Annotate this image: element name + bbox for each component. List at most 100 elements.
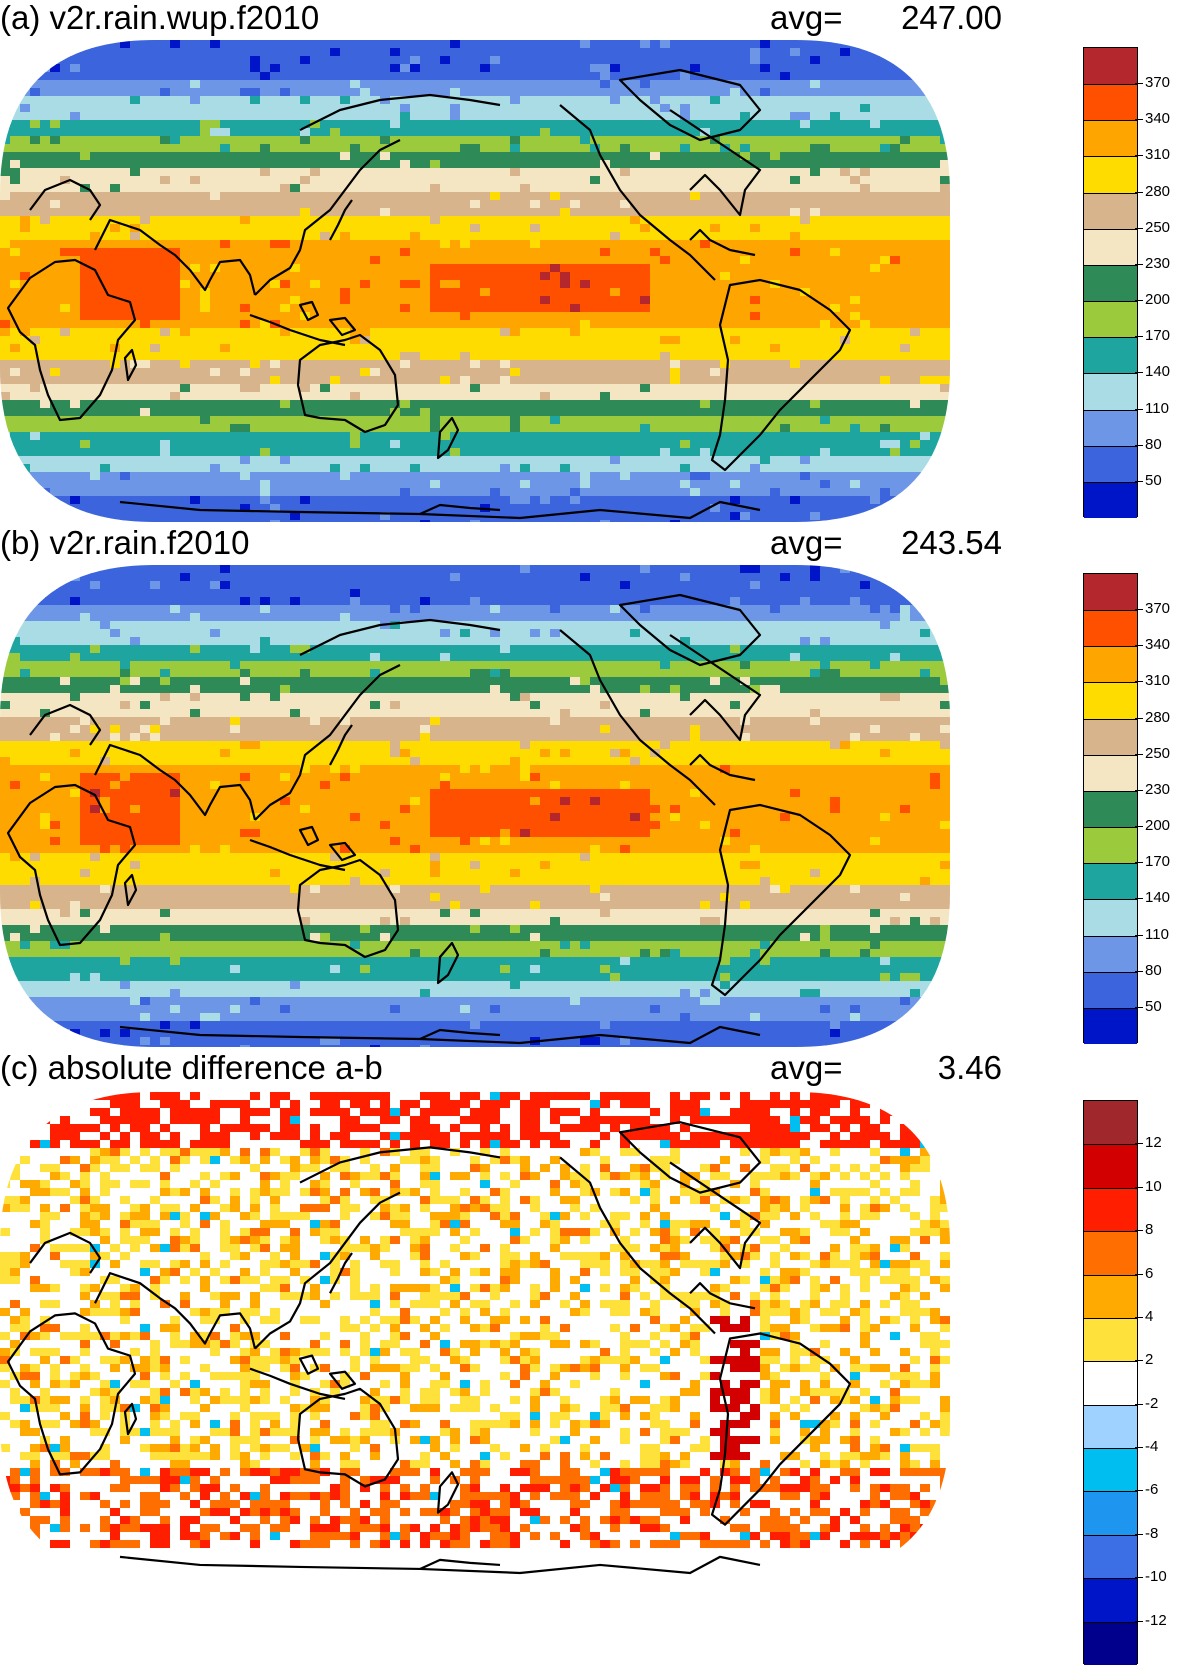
grid-cell (60, 136, 71, 145)
grid-cell (370, 48, 381, 57)
grid-cell (520, 328, 531, 337)
grid-cell (490, 408, 501, 417)
grid-cell (530, 112, 541, 121)
grid-cell (760, 128, 771, 137)
grid-cell (20, 248, 31, 257)
grid-cell (570, 376, 581, 385)
grid-cell (60, 112, 71, 121)
grid-cell (80, 216, 91, 225)
grid-cell (360, 168, 371, 177)
grid-cell (840, 392, 851, 401)
grid-cell (220, 56, 231, 65)
grid-cell (100, 112, 111, 121)
grid-cell (270, 96, 281, 105)
grid-cell (490, 328, 501, 337)
grid-cell (700, 64, 711, 73)
grid-cell (150, 352, 161, 361)
grid-cell (630, 168, 641, 177)
grid-cell (130, 200, 141, 209)
grid-cell (560, 176, 571, 185)
grid-cell (890, 208, 901, 217)
grid-cell (200, 368, 211, 377)
grid-cell (540, 448, 551, 457)
grid-cell (720, 144, 731, 153)
grid-cell (270, 448, 281, 457)
grid-cell (640, 248, 651, 257)
grid-cell (880, 344, 891, 353)
grid-cell (60, 312, 71, 321)
grid-cell (140, 272, 151, 281)
grid-cell (220, 416, 231, 425)
grid-cell (900, 408, 911, 417)
grid-cell (510, 352, 521, 361)
grid-cell (740, 416, 751, 425)
grid-cell (490, 184, 501, 193)
grid-cell (210, 440, 221, 449)
grid-cell (490, 448, 501, 457)
grid-cell (260, 160, 271, 169)
grid-cell (520, 392, 531, 401)
grid-cell (510, 160, 521, 169)
grid-cell (290, 280, 301, 289)
grid-cell (510, 176, 521, 185)
grid-cell (680, 216, 691, 225)
grid-cell (880, 360, 891, 369)
grid-cell (30, 240, 41, 249)
grid-cell (440, 328, 451, 337)
grid-cell (650, 112, 661, 121)
grid-cell (330, 352, 341, 361)
grid-cell (220, 120, 231, 129)
grid-cell (920, 376, 931, 385)
grid-cell (810, 448, 821, 457)
grid-cell (30, 144, 41, 153)
grid-cell (280, 128, 291, 137)
grid-cell (250, 216, 261, 225)
grid-cell (680, 288, 691, 297)
grid-cell (250, 160, 261, 169)
grid-cell (810, 160, 821, 169)
grid-cell (570, 120, 581, 129)
grid-cell (940, 312, 950, 321)
grid-cell (550, 216, 561, 225)
grid-cell (690, 352, 701, 361)
grid-cell (830, 88, 841, 97)
grid-cell (710, 256, 721, 265)
grid-cell (550, 312, 561, 321)
grid-cell (20, 336, 31, 345)
grid-cell (580, 400, 591, 409)
grid-cell (350, 208, 361, 217)
grid-cell (170, 240, 181, 249)
grid-cell (780, 256, 791, 265)
grid-cell (450, 72, 461, 81)
grid-cell (410, 424, 421, 433)
grid-cell (820, 400, 831, 409)
grid-cell (480, 424, 491, 433)
grid-cell (10, 240, 21, 249)
grid-cell (570, 224, 581, 233)
grid-cell (680, 88, 691, 97)
grid-cell (140, 88, 151, 97)
grid-cell (650, 208, 661, 217)
grid-cell (560, 400, 571, 409)
grid-cell (70, 264, 81, 273)
grid-cell (510, 64, 521, 73)
grid-cell (0, 120, 11, 129)
grid-cell (10, 368, 21, 377)
grid-cell (370, 160, 381, 169)
grid-cell (840, 360, 851, 369)
grid-cell (230, 280, 241, 289)
grid-cell (190, 120, 201, 129)
grid-cell (810, 440, 821, 449)
grid-cell (290, 304, 301, 313)
grid-cell (900, 232, 911, 241)
grid-cell (680, 80, 691, 89)
grid-cell (920, 168, 931, 177)
grid-cell (740, 64, 751, 73)
grid-cell (340, 48, 351, 57)
grid-cell (750, 56, 761, 65)
grid-cell (370, 440, 381, 449)
grid-cell (690, 96, 701, 105)
grid-cell (790, 312, 801, 321)
grid-cell (750, 448, 761, 457)
grid-cell (490, 272, 501, 281)
